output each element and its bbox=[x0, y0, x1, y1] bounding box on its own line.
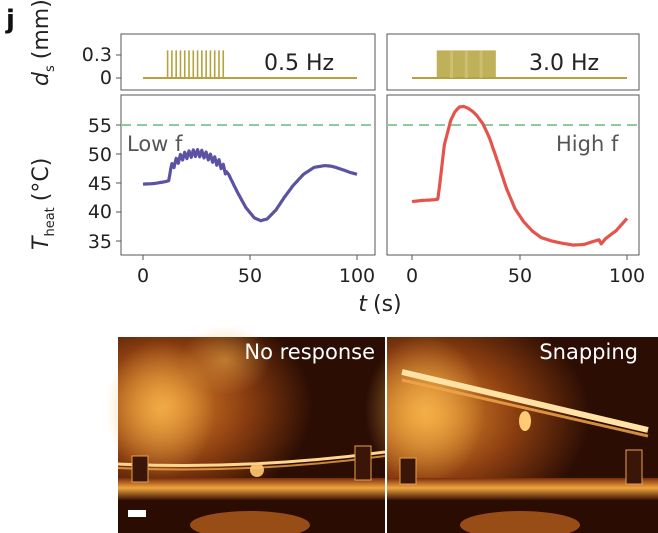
scale-bar bbox=[128, 510, 146, 517]
temp-ytick-45: 45 bbox=[88, 173, 112, 195]
x-axis-unit: (s) bbox=[373, 292, 402, 317]
xtick-right-100: 100 bbox=[609, 265, 645, 287]
xtick-left-100: 100 bbox=[339, 265, 375, 287]
temp-ytick-55: 55 bbox=[88, 115, 112, 137]
temp-y-ticks: 55 50 45 40 35 bbox=[88, 115, 121, 253]
ds-ytick-0.3: 0.3 bbox=[82, 44, 112, 66]
temp-ylabel-var: T bbox=[29, 235, 54, 250]
xtick-left-50: 50 bbox=[238, 265, 262, 287]
y-axis-label-top: ds (mm) bbox=[29, 0, 58, 86]
ds-ytick-0: 0 bbox=[100, 67, 112, 89]
panel-letter: j bbox=[5, 5, 15, 35]
ds-ylabel-var: d bbox=[29, 71, 54, 86]
x-ticks-left: 0 50 100 bbox=[137, 255, 375, 287]
temp-high-plot-frame bbox=[386, 94, 640, 256]
temp-ytick-35: 35 bbox=[88, 231, 112, 253]
xtick-left-0: 0 bbox=[137, 265, 149, 287]
temp-high-plot bbox=[387, 104, 639, 247]
ds-y-ticks: 0.3 0 bbox=[82, 44, 121, 89]
ds-high-plot bbox=[412, 50, 627, 79]
temp-low-series-line bbox=[142, 148, 358, 223]
photo-label-no-response: No response bbox=[244, 340, 375, 364]
ds-low-plot bbox=[143, 50, 357, 79]
ds-high-plot-frame bbox=[386, 33, 640, 91]
temp-high-series-line bbox=[411, 104, 629, 247]
x-axis-label: t (s) bbox=[358, 292, 401, 317]
x-ticks-right: 0 50 100 bbox=[406, 255, 645, 287]
low-f-annotation: Low f bbox=[127, 132, 183, 156]
temp-ylabel-unit: (°C) bbox=[29, 158, 54, 202]
ds-low-plot-frame bbox=[120, 33, 376, 91]
high-f-annotation: High f bbox=[556, 132, 619, 156]
ds-ylabel-unit: (mm) bbox=[29, 0, 54, 59]
temp-ylabel-sub: heat bbox=[43, 207, 58, 236]
xtick-right-50: 50 bbox=[508, 265, 532, 287]
temp-low-plot-frame bbox=[120, 94, 376, 256]
x-axis-var: t bbox=[358, 292, 368, 317]
photo-no-response bbox=[105, 325, 386, 533]
temp-ytick-50: 50 bbox=[88, 144, 112, 166]
xtick-right-0: 0 bbox=[406, 265, 418, 287]
ds-low-frequency-label: 0.5 Hz bbox=[264, 51, 334, 76]
photo-label-snapping: Snapping bbox=[539, 340, 638, 364]
ds-ylabel-sub: s bbox=[43, 65, 58, 72]
y-axis-label-bottom: Theat (°C) bbox=[29, 158, 58, 250]
photo-snapping bbox=[365, 335, 658, 533]
temp-ytick-40: 40 bbox=[88, 201, 112, 223]
ds-high-frequency-label: 3.0 Hz bbox=[529, 51, 599, 76]
temp-low-plot bbox=[121, 124, 375, 223]
